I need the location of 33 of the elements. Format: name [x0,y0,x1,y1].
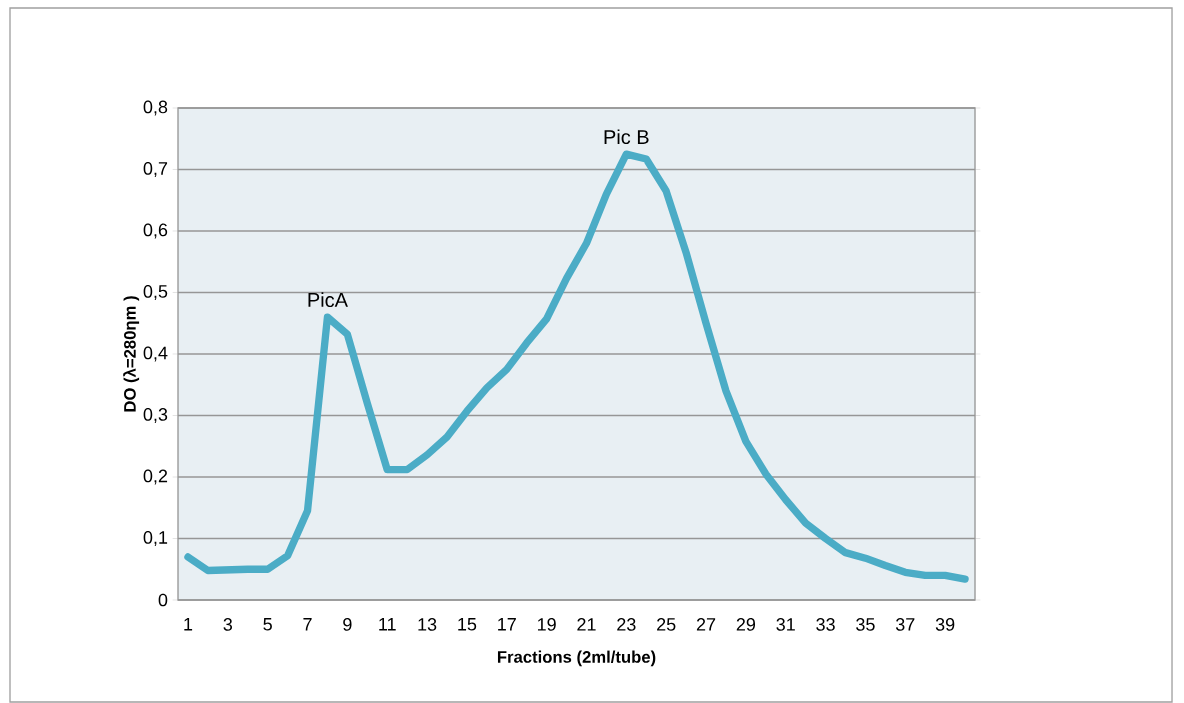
y-tick-label: 0,2 [143,469,168,485]
x-tick-label: 1 [184,618,193,631]
x-tick-label: 23 [617,618,636,631]
y-axis-title: DO (λ=280ηm ) [123,296,140,412]
x-tick-label: 19 [537,618,556,631]
y-tick-label: 0,7 [143,162,168,177]
x-axis-title: Fractions (2ml/tube) [497,650,656,667]
x-tick-label: 15 [458,618,477,631]
y-tick-label: 0,4 [143,346,168,362]
x-tick-label: 25 [657,618,676,631]
x-tick-label: 13 [418,618,437,631]
x-tick-label: 33 [816,618,835,631]
x-tick-label: 21 [577,618,596,631]
x-tick-label: 5 [263,618,272,631]
x-tick-label: 11 [379,618,396,631]
x-tick-label: 31 [776,618,795,631]
y-tick-label: 0,1 [143,531,168,546]
x-tick-label: 17 [498,618,516,631]
y-tick-label: 0,6 [143,223,168,239]
x-tick-label: 27 [696,618,716,631]
y-tick-label: 0,8 [143,100,168,116]
annotation: PicA [308,292,348,308]
y-tick-label: 0,3 [143,408,168,423]
x-tick-label: 37 [895,618,915,631]
annotation: Pic B [604,129,649,145]
x-tick-label: 39 [935,618,955,631]
x-tick-label: 35 [856,618,875,631]
y-tick-label: 0,5 [143,285,168,300]
x-tick-label: 29 [736,618,756,631]
x-tick-label: 3 [223,618,233,631]
y-tick-label: 0 [158,593,168,607]
x-tick-label: 9 [343,618,352,631]
x-tick-label: 7 [303,618,312,631]
